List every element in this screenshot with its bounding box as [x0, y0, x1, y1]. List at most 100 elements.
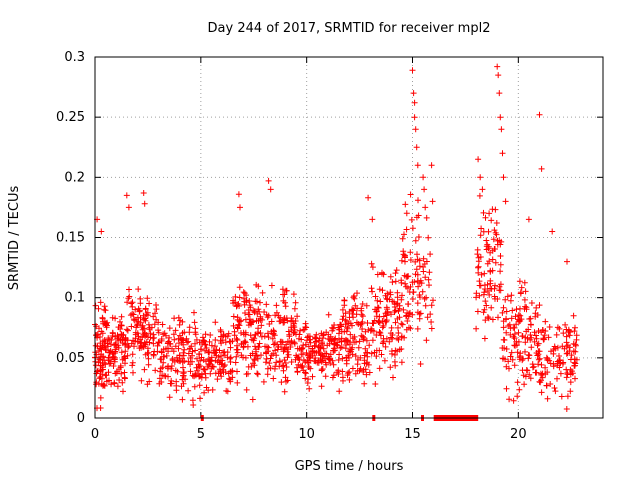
- x-tick-label: 5: [197, 427, 205, 442]
- data-point: [387, 364, 394, 371]
- data-point: [341, 302, 348, 309]
- data-point: [420, 264, 427, 270]
- data-point: [113, 370, 120, 376]
- data-point: [420, 255, 427, 262]
- data-point: [274, 346, 281, 353]
- data-point: [336, 351, 343, 358]
- data-point: [489, 267, 496, 274]
- data-point: [349, 365, 356, 372]
- data-point: [235, 321, 242, 328]
- data-point: [399, 321, 406, 328]
- data-point: [404, 318, 411, 324]
- data-point: [384, 309, 391, 316]
- data-point: [414, 251, 420, 258]
- data-point: [393, 267, 400, 274]
- data-point: [507, 353, 514, 360]
- data-point: [392, 270, 399, 277]
- data-point: [340, 313, 347, 320]
- data-point: [391, 309, 398, 315]
- data-point: [146, 378, 153, 385]
- data-point: [325, 311, 332, 318]
- data-point: [97, 299, 104, 306]
- data-point: [187, 368, 194, 375]
- data-point: [252, 331, 259, 338]
- data-point: [196, 363, 203, 369]
- data-point: [192, 331, 199, 338]
- data-point: [212, 349, 219, 356]
- data-point: [475, 263, 482, 270]
- data-point: [290, 330, 297, 336]
- data-point: [233, 335, 240, 342]
- data-point: [112, 341, 119, 348]
- data-point: [378, 351, 385, 358]
- data-point: [206, 338, 213, 345]
- data-point: [265, 312, 272, 319]
- data-point: [562, 321, 569, 328]
- x-tick-label: 15: [404, 427, 421, 442]
- data-point: [367, 327, 374, 334]
- data-point: [401, 334, 408, 341]
- data-point: [496, 237, 503, 244]
- data-point: [361, 380, 368, 387]
- data-point: [135, 305, 142, 312]
- data-point: [492, 206, 499, 213]
- data-point: [268, 318, 275, 325]
- data-point: [293, 364, 300, 371]
- data-point: [538, 389, 545, 396]
- data-point: [259, 289, 266, 296]
- data-point: [526, 371, 533, 378]
- data-point: [294, 369, 301, 376]
- data-point: [499, 150, 506, 157]
- data-point: [136, 308, 143, 315]
- data-point: [428, 325, 435, 332]
- data-point: [283, 378, 289, 385]
- data-point: [291, 305, 298, 312]
- data-point: [154, 342, 161, 349]
- data-point: [412, 271, 419, 278]
- data-point: [358, 332, 365, 339]
- data-point: [261, 333, 268, 340]
- data-point: [201, 389, 208, 396]
- data-point: [422, 274, 429, 281]
- data-point: [404, 309, 411, 316]
- data-point: [394, 289, 401, 296]
- data-point: [409, 225, 416, 232]
- data-point: [474, 308, 481, 315]
- data-point: [409, 67, 416, 74]
- data-point: [121, 375, 128, 382]
- data-point: [161, 330, 168, 337]
- data-point: [249, 396, 256, 403]
- data-point: [542, 318, 549, 325]
- data-point: [414, 256, 421, 263]
- data-point: [474, 251, 481, 258]
- data-point: [497, 114, 504, 121]
- data-point: [519, 333, 526, 339]
- data-point: [331, 341, 338, 348]
- data-point: [549, 228, 556, 235]
- data-point: [533, 335, 540, 342]
- data-point: [379, 287, 386, 294]
- data-point: [115, 335, 122, 342]
- data-point: [477, 174, 484, 181]
- data-point: [92, 302, 99, 309]
- data-point: [409, 296, 416, 302]
- data-point: [157, 368, 164, 375]
- data-point: [270, 375, 277, 382]
- data-point: [416, 263, 423, 270]
- y-tick-label: 0.15: [56, 231, 85, 246]
- data-point: [512, 342, 519, 349]
- data-point: [506, 365, 512, 372]
- data-point: [536, 111, 543, 118]
- data-point: [294, 313, 301, 320]
- data-point: [411, 114, 418, 121]
- data-point: [411, 279, 418, 285]
- data-point: [525, 216, 532, 223]
- data-point: [172, 343, 179, 350]
- data-point: [100, 353, 107, 360]
- data-point: [538, 165, 545, 172]
- data-point: [232, 359, 239, 366]
- data-point: [374, 271, 381, 278]
- data-point: [142, 306, 149, 313]
- data-point: [137, 343, 144, 349]
- data-point: [415, 234, 422, 240]
